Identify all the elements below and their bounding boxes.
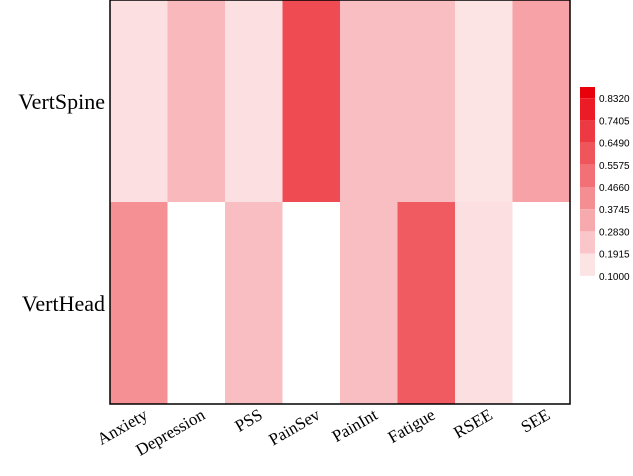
heatmap-cell-verthead-painsev: [282, 202, 341, 405]
legend-tick-label: 0.8320: [599, 94, 630, 105]
legend-swatch: [580, 187, 595, 210]
row-label-verthead: VertHead: [22, 291, 105, 316]
legend-swatch: [580, 253, 595, 276]
heatmap-cell-vertspine-anxiety: [110, 0, 168, 203]
heatmap-cell-verthead-depression: [167, 202, 226, 405]
legend-swatch: [580, 164, 595, 187]
legend-tick-label: 0.4660: [599, 183, 630, 194]
heatmap-cells: [110, 0, 571, 405]
legend-swatch: [580, 231, 595, 254]
heatmap-cell-vertspine-rsee: [455, 0, 513, 203]
column-label-pss: PSS: [232, 405, 266, 436]
heatmap-cell-vertspine-see: [512, 0, 571, 203]
column-label-rsee: RSEE: [450, 405, 495, 442]
plot-frame: [109, 0, 571, 405]
legend-tick-label: 0.1000: [599, 272, 630, 283]
heatmap-cell-verthead-rsee: [455, 202, 513, 405]
legend-swatch: [580, 98, 595, 121]
legend-tick-label: 0.3745: [599, 205, 630, 216]
heatmap-cell-verthead-anxiety: [110, 202, 168, 405]
legend-tick-label: 0.1915: [599, 250, 630, 261]
legend-swatch-top: [580, 87, 595, 99]
colorbar-legend: 0.8320 0.7405 0.6490 0.5575 0.4660 0.3745 0.28…: [580, 87, 630, 283]
legend-swatch: [580, 209, 595, 232]
legend-tick-label: 0.7405: [599, 116, 630, 127]
heatmap-cell-verthead-painint: [340, 202, 398, 405]
heatmap-cell-vertspine-fatigue: [397, 0, 456, 203]
column-label-painsev: PainSev: [265, 405, 323, 450]
heatmap-cell-vertspine-depression: [167, 0, 226, 203]
column-label-see: SEE: [518, 405, 554, 437]
row-label-vertspine: VertSpine: [18, 89, 105, 114]
legend-tick-label: 0.6490: [599, 139, 630, 150]
heatmap-cell-verthead-see: [512, 202, 571, 405]
heatmap-cell-vertspine-pss: [225, 0, 283, 203]
legend-tick-label: 0.5575: [599, 161, 630, 172]
row-labels: VertSpine VertHead: [18, 89, 105, 316]
legend-swatch: [580, 142, 595, 165]
heatmap-cell-verthead-pss: [225, 202, 283, 405]
legend-swatch: [580, 120, 595, 143]
column-label-fatigue: Fatigue: [385, 405, 439, 447]
heatmap-cell-vertspine-painsev: [282, 0, 341, 203]
heatmap-cell-vertspine-painint: [340, 0, 398, 203]
legend-tick-label: 0.2830: [599, 227, 630, 238]
column-label-painint: PainInt: [329, 405, 381, 446]
heatmap-cell-verthead-fatigue: [397, 202, 456, 405]
